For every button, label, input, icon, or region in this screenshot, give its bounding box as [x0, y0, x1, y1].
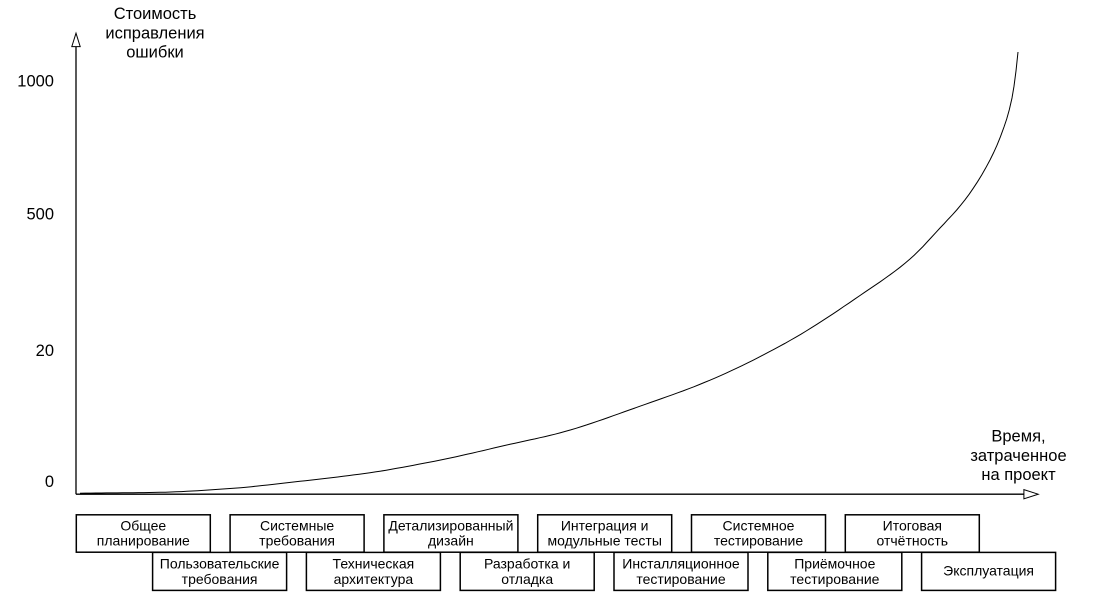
svg-text:архитектура: архитектура [334, 571, 414, 587]
svg-text:затраченное: затраченное [970, 447, 1066, 465]
svg-text:Детализированный: Детализированный [388, 517, 513, 533]
svg-text:Разработка и: Разработка и [484, 556, 570, 572]
svg-text:тестирование: тестирование [790, 571, 879, 587]
svg-text:Инсталляционное: Инсталляционное [622, 556, 740, 572]
svg-text:Системное: Системное [723, 517, 795, 533]
svg-text:модульные тесты: модульные тесты [547, 533, 661, 549]
svg-text:Системные: Системные [260, 517, 334, 533]
svg-text:Пользовательские: Пользовательские [160, 556, 280, 572]
svg-text:планирование: планирование [97, 533, 190, 549]
svg-text:Стоимость: Стоимость [114, 5, 197, 23]
svg-text:Техническая: Техническая [333, 556, 415, 572]
svg-text:20: 20 [36, 342, 54, 360]
svg-text:ошибки: ошибки [126, 44, 184, 62]
svg-text:отчётность: отчётность [876, 533, 948, 549]
svg-text:Общее: Общее [120, 517, 166, 533]
svg-text:дизайн: дизайн [428, 533, 474, 549]
svg-text:Приёмочное: Приёмочное [794, 556, 875, 572]
svg-text:Интеграция и: Интеграция и [561, 517, 649, 533]
svg-text:Время,: Время, [991, 428, 1045, 446]
svg-text:1000: 1000 [17, 73, 54, 91]
svg-text:Эксплуатация: Эксплуатация [943, 563, 1034, 579]
svg-text:Итоговая: Итоговая [883, 517, 942, 533]
svg-text:500: 500 [26, 206, 54, 224]
svg-text:тестирование: тестирование [636, 571, 725, 587]
svg-text:на проект: на проект [981, 466, 1056, 484]
svg-text:0: 0 [45, 473, 54, 491]
svg-text:тестирование: тестирование [714, 533, 803, 549]
svg-text:отладка: отладка [501, 571, 553, 587]
svg-text:требования: требования [259, 533, 335, 549]
svg-text:исправления: исправления [105, 24, 204, 42]
svg-text:требования: требования [182, 571, 258, 587]
